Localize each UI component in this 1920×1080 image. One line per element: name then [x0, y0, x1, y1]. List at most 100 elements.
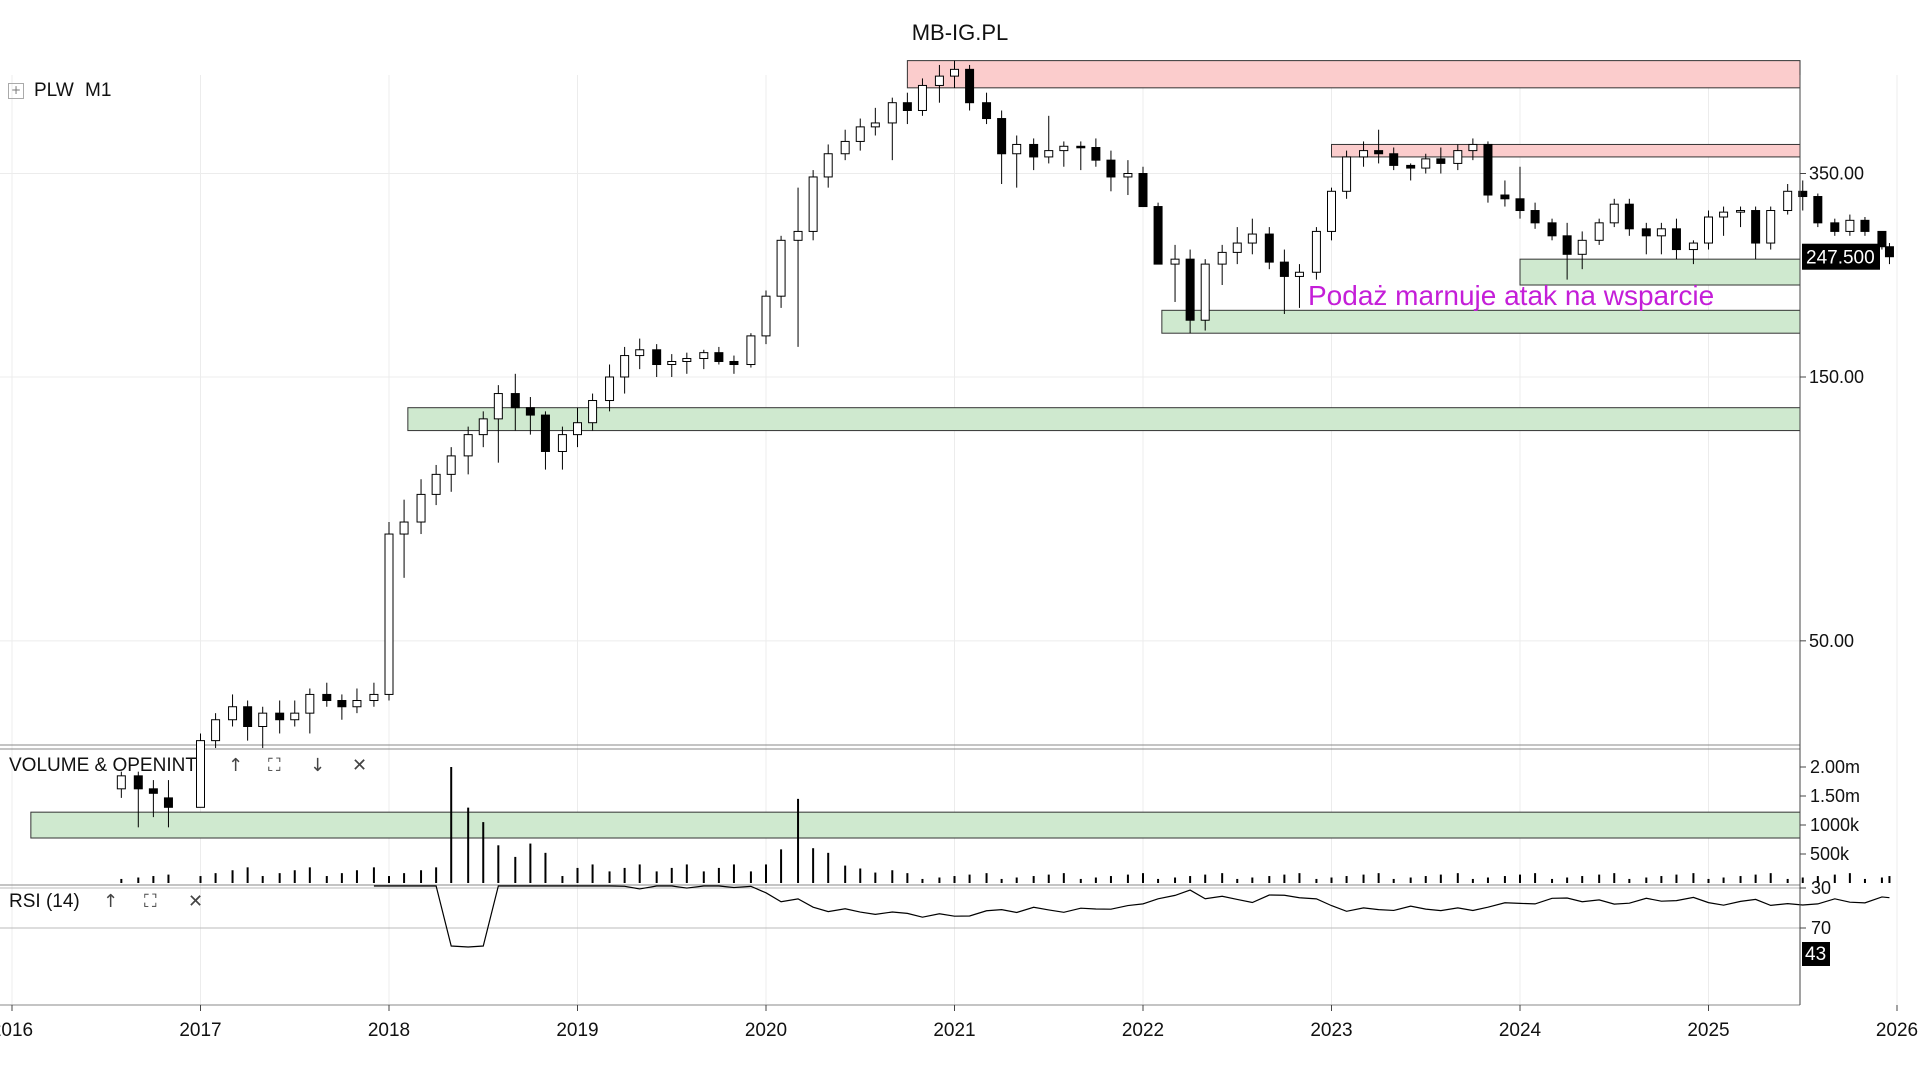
volume-bars: [120, 767, 1891, 883]
candle-bearish: [1500, 194, 1510, 200]
x-tick-label: 2022: [1122, 1020, 1164, 1041]
candle-bearish: [275, 712, 285, 721]
candle-bullish: [228, 706, 238, 721]
candle-bearish: [965, 68, 975, 104]
candle-bearish: [1153, 206, 1163, 265]
demand-zone: [1161, 309, 1801, 334]
candle-bullish: [478, 418, 488, 436]
expand-icon[interactable]: +: [8, 83, 24, 99]
candle-bullish: [431, 473, 441, 495]
candle-bearish: [322, 693, 332, 702]
candle-bullish: [934, 75, 944, 86]
candle-bearish: [1813, 196, 1823, 224]
rsi-line: [0, 885, 1890, 948]
candle-bullish: [588, 400, 598, 424]
candle-bullish: [1044, 150, 1054, 158]
close-icon[interactable]: ✕: [188, 891, 204, 912]
candle-bullish: [116, 775, 126, 790]
x-tick-label: 2016: [0, 1020, 33, 1041]
demand-zone: [30, 811, 1801, 839]
candle-bullish: [493, 393, 503, 420]
move-up-icon[interactable]: ↑: [228, 755, 244, 776]
candle-bullish: [870, 122, 880, 128]
candle-bearish: [510, 393, 520, 409]
candle-bullish: [1845, 219, 1855, 232]
chart-title: MB-IG.PL: [911, 20, 1009, 45]
x-tick-label: 2017: [179, 1020, 221, 1041]
move-up-icon[interactable]: ↑: [103, 891, 119, 912]
candle-bullish: [808, 176, 818, 232]
volume-tick-label: 500k: [1810, 844, 1850, 864]
fullscreen-icon[interactable]: ⛶: [268, 755, 281, 776]
candle-bullish: [761, 295, 771, 337]
candle-bullish: [1594, 222, 1604, 241]
candle-bullish: [557, 434, 567, 452]
candle-bearish: [982, 102, 992, 120]
candle-bullish: [1577, 239, 1587, 255]
price-tick-label: 50.00: [1809, 631, 1854, 651]
supply-zone: [906, 60, 1801, 89]
candle-bearish: [1483, 143, 1493, 196]
zones: [30, 60, 1801, 839]
candle-bearish: [902, 102, 912, 111]
candle-bullish: [1294, 271, 1304, 277]
candle-bullish: [1012, 143, 1022, 155]
candle-bullish: [746, 335, 756, 366]
x-tick-label: 2023: [1310, 1020, 1352, 1041]
candle-bullish: [1719, 211, 1729, 218]
candle-bullish: [1170, 258, 1180, 265]
candle-bullish: [573, 422, 582, 436]
candle-bullish: [399, 521, 409, 535]
candle-bullish: [667, 360, 677, 366]
candle-bearish: [1406, 164, 1416, 169]
candle-bullish: [305, 693, 315, 714]
fullscreen-icon[interactable]: ⛶: [144, 891, 157, 912]
candle-bearish: [1860, 219, 1870, 232]
candle-bearish: [1389, 153, 1399, 166]
candle-bullish: [1656, 228, 1666, 237]
x-tick-label: 2019: [556, 1020, 598, 1041]
x-tick-label: 2026: [1876, 1020, 1918, 1041]
candle-bullish: [635, 349, 645, 357]
volume-pane-title: VOLUME & OPENINT: [9, 755, 197, 776]
candle-bullish: [823, 153, 833, 178]
candle-bullish: [290, 712, 300, 721]
candle-bullish: [1342, 156, 1352, 192]
candle-bearish: [1374, 150, 1384, 155]
candle-bullish: [699, 352, 709, 360]
move-down-icon[interactable]: ↓: [310, 755, 326, 776]
candle-bullish: [211, 719, 221, 742]
candle-bearish: [1547, 222, 1557, 237]
x-tick-label: 2020: [745, 1020, 787, 1041]
candle-bearish: [1515, 198, 1525, 212]
candle-bearish: [1138, 173, 1148, 208]
volume-tick-label: 1.50m: [1810, 786, 1860, 806]
candle-bearish: [1671, 228, 1681, 251]
candle-bullish: [416, 493, 426, 523]
candle-bullish: [1327, 190, 1336, 232]
candle-bullish: [1232, 242, 1242, 253]
candle-bearish: [714, 352, 724, 362]
candle-bearish: [1264, 233, 1274, 263]
price-tick-label: 150.00: [1809, 367, 1864, 387]
x-tick-label: 2018: [368, 1020, 410, 1041]
candle-bearish: [1751, 210, 1761, 244]
candle-bearish: [1091, 147, 1101, 161]
candle-bullish: [1704, 216, 1713, 244]
candle-bullish: [446, 455, 456, 475]
rsi-tick-label: 70: [1811, 918, 1831, 938]
candle-bullish: [1311, 230, 1321, 273]
symbol: PLW: [34, 80, 74, 101]
candle-bullish: [917, 84, 927, 111]
candle-bullish: [1123, 173, 1133, 178]
rsi-tick-label: 30: [1811, 878, 1831, 898]
candle-bullish: [1200, 263, 1210, 321]
candle-bullish: [1247, 233, 1257, 244]
candle-bearish: [1530, 210, 1540, 224]
candle-bearish: [997, 118, 1007, 155]
rsi-pane-title: RSI (14): [9, 891, 80, 912]
close-icon[interactable]: ✕: [352, 755, 368, 776]
candle-bullish: [1783, 190, 1793, 212]
candle-bullish: [1736, 210, 1746, 213]
